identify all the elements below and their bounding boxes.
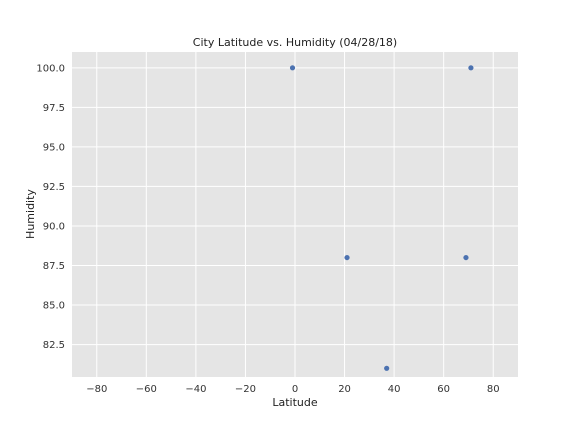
y-tick-labels: 82.5 85.0 87.5 90.0 92.5 95.0 97.5 100.0 [36,63,65,351]
x-tick-label: −60 [136,384,157,395]
x-tick-label: −20 [235,384,256,395]
data-point [463,254,469,261]
x-tick-label: 0 [292,384,298,395]
y-tick-label: 90.0 [43,221,65,232]
y-tick-label: 97.5 [43,103,65,114]
data-point [384,365,390,371]
y-axis-title: Humidity [24,189,37,239]
x-tick-label: −40 [185,384,206,395]
x-tick-label: 20 [338,384,351,395]
chart-title: City Latitude vs. Humidity (04/28/18) [193,36,397,49]
y-tick-label: 95.0 [43,142,65,153]
x-tick-label: 40 [388,384,401,395]
data-point [344,254,350,261]
data-point [289,65,296,71]
y-tick-label: 92.5 [43,182,65,193]
data-points [289,65,474,371]
y-tick-label: 87.5 [43,261,65,272]
data-point [468,65,474,71]
x-tick-labels: −80 −60 −40 −20 0 20 40 60 80 [86,384,499,395]
x-axis-title: Latitude [272,396,318,409]
x-tick-label: −80 [86,384,107,395]
y-tick-label: 100.0 [36,63,65,74]
x-tick-label: 80 [487,384,500,395]
y-tick-label: 85.0 [43,301,65,312]
y-tick-label: 82.5 [43,340,65,351]
x-tick-label: 60 [437,384,450,395]
grid [72,52,518,377]
